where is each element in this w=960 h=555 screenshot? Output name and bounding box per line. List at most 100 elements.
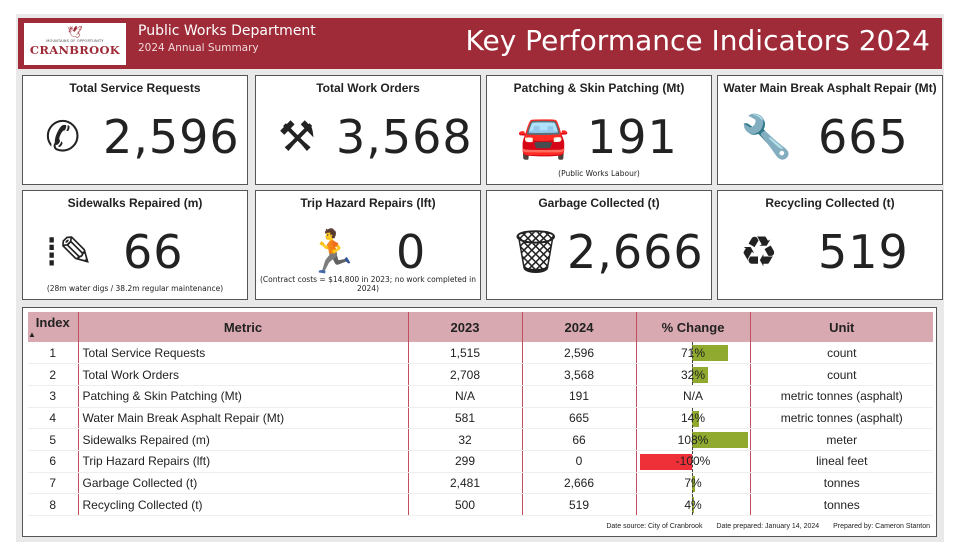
cell-2024: 3,568 <box>522 363 637 386</box>
kpi-card: Garbage Collected (t) 🗑 2,666 <box>486 190 712 300</box>
cell-change: 7% <box>636 472 751 495</box>
kpi-card-title: Water Main Break Asphalt Repair (Mt) <box>723 81 937 95</box>
zero-line <box>691 342 693 364</box>
cell-2023: 2,481 <box>408 472 523 495</box>
table-row[interactable]: 3 Patching & Skin Patching (Mt) N/A 191 … <box>28 385 933 408</box>
cell-2024: 66 <box>522 428 637 451</box>
table-row[interactable]: 1 Total Service Requests 1,515 2,596 71%… <box>28 342 933 365</box>
sidewalk-icon: ⁞✎ <box>45 227 94 276</box>
cell-metric: Patching & Skin Patching (Mt) <box>78 385 409 408</box>
cell-2024: 2,666 <box>522 472 637 495</box>
date-prepared: Date prepared: January 14, 2024 <box>716 523 820 530</box>
cell-index: 5 <box>28 428 79 451</box>
cell-index: 7 <box>28 472 79 495</box>
kpi-table: Index ▲ Metric 2023 2024 % Change Unit 1 … <box>22 307 937 537</box>
change-bar <box>691 410 699 427</box>
cell-index: 8 <box>28 493 79 516</box>
car-icon: 🚘 <box>517 112 570 161</box>
cell-metric: Garbage Collected (t) <box>78 472 409 495</box>
change-bar <box>691 497 694 514</box>
data-source: Date source: City of Cranbrook <box>606 523 703 530</box>
cell-change: N/A <box>636 385 751 408</box>
cell-2024: 665 <box>522 407 637 430</box>
table-row[interactable]: 2 Total Work Orders 2,708 3,568 32% coun… <box>28 363 933 386</box>
kpi-card: Total Service Requests ✆ 2,596 <box>22 75 248 185</box>
table-row[interactable]: 4 Water Main Break Asphalt Repair (Mt) 5… <box>28 407 933 430</box>
cell-change: 71% <box>636 342 751 365</box>
cell-index: 3 <box>28 385 79 408</box>
subtitle: 2024 Annual Summary <box>138 42 259 54</box>
kpi-card-title: Garbage Collected (t) <box>538 196 660 210</box>
kpi-card-title: Patching & Skin Patching (Mt) <box>513 81 685 95</box>
cell-unit: lineal feet <box>750 450 933 473</box>
cell-2023: 32 <box>408 428 523 451</box>
kpi-card: Sidewalks Repaired (m) ⁞✎ 66 (28m water … <box>22 190 248 300</box>
tools-icon: ⚒ <box>278 112 316 161</box>
cell-index: 4 <box>28 407 79 430</box>
change-value: 4% <box>684 497 702 512</box>
column-header-2024[interactable]: 2024 <box>522 312 637 342</box>
kpi-card-title: Trip Hazard Repairs (lft) <box>300 196 436 210</box>
change-value: 71% <box>680 345 706 360</box>
column-header-metric[interactable]: Metric <box>78 312 409 342</box>
cell-2023: N/A <box>408 385 523 408</box>
cell-2024: 191 <box>522 385 637 408</box>
column-header-change[interactable]: % Change <box>636 312 751 342</box>
cell-2024: 2,596 <box>522 342 637 365</box>
cell-unit: count <box>750 342 933 365</box>
column-header-2023[interactable]: 2023 <box>408 312 523 342</box>
change-value: N/A <box>682 389 703 404</box>
kpi-card-note: (Public Works Labour) <box>558 169 640 178</box>
kpi-card-note: (28m water digs / 38.2m regular maintena… <box>46 284 224 293</box>
change-bar <box>691 367 709 384</box>
cell-2023: 500 <box>408 493 523 516</box>
cell-unit: tonnes <box>750 493 933 516</box>
cell-unit: metric tonnes (asphalt) <box>750 385 933 408</box>
cell-unit: meter <box>750 428 933 451</box>
kpi-card-note: (Contract costs = $14,800 in 2023; no wo… <box>260 275 476 293</box>
trash-icon: 🗑 <box>509 227 563 276</box>
cell-unit: tonnes <box>750 472 933 495</box>
cell-index: 1 <box>28 342 79 365</box>
change-bar <box>639 453 692 470</box>
cell-metric: Sidewalks Repaired (m) <box>78 428 409 451</box>
page-title: Key Performance Indicators 2024 <box>465 24 930 57</box>
kpi-card-value: 66 <box>123 225 184 279</box>
zero-line <box>691 429 693 450</box>
person-tripping-icon: 🏃 <box>306 227 359 276</box>
kpi-card: Total Work Orders ⚒ 3,568 <box>255 75 481 185</box>
change-bar <box>691 475 696 492</box>
cell-change: 108% <box>636 428 751 451</box>
kpi-card: Recycling Collected (t) ♻ 519 <box>717 190 943 300</box>
zero-line <box>691 494 693 515</box>
kpi-card-title: Recycling Collected (t) <box>765 196 895 210</box>
kpi-card-value: 3,568 <box>336 110 473 164</box>
table-row[interactable]: 6 Trip Hazard Repairs (lft) 299 0 -100% … <box>28 450 933 473</box>
change-value: 7% <box>684 475 702 490</box>
phone-icon: ✆ <box>45 112 81 161</box>
cell-unit: metric tonnes (asphalt) <box>750 407 933 430</box>
table-row[interactable]: 5 Sidewalks Repaired (m) 32 66 108% mete… <box>28 428 933 451</box>
table-row[interactable]: 7 Garbage Collected (t) 2,481 2,666 7% t… <box>28 472 933 495</box>
header: 🕊 MOUNTAINS OF OPPORTUNITY CRANBROOK Pub… <box>18 18 942 69</box>
change-bar <box>691 345 729 361</box>
table-row[interactable]: 8 Recycling Collected (t) 500 519 4% ton… <box>28 493 933 516</box>
cell-2023: 2,708 <box>408 363 523 386</box>
cell-2023: 299 <box>408 450 523 473</box>
kpi-card-value: 2,666 <box>567 225 704 279</box>
kpi-card-value: 519 <box>818 225 909 279</box>
zero-line <box>691 472 693 494</box>
kpi-card-value: 191 <box>587 110 678 164</box>
kpi-card-value: 0 <box>396 225 427 279</box>
cell-index: 2 <box>28 363 79 386</box>
kpi-card-title: Sidewalks Repaired (m) <box>67 196 203 210</box>
column-header-unit[interactable]: Unit <box>750 312 933 342</box>
logo-tagline: MOUNTAINS OF OPPORTUNITY <box>46 39 104 43</box>
column-header-index[interactable]: Index ▲ <box>28 312 79 342</box>
change-value: 14% <box>680 410 706 425</box>
department-name: Public Works Department <box>138 23 316 39</box>
cell-2023: 581 <box>408 407 523 430</box>
cell-metric: Recycling Collected (t) <box>78 493 409 516</box>
sort-ascending-icon[interactable]: ▲ <box>28 330 36 339</box>
cell-2024: 0 <box>522 450 637 473</box>
